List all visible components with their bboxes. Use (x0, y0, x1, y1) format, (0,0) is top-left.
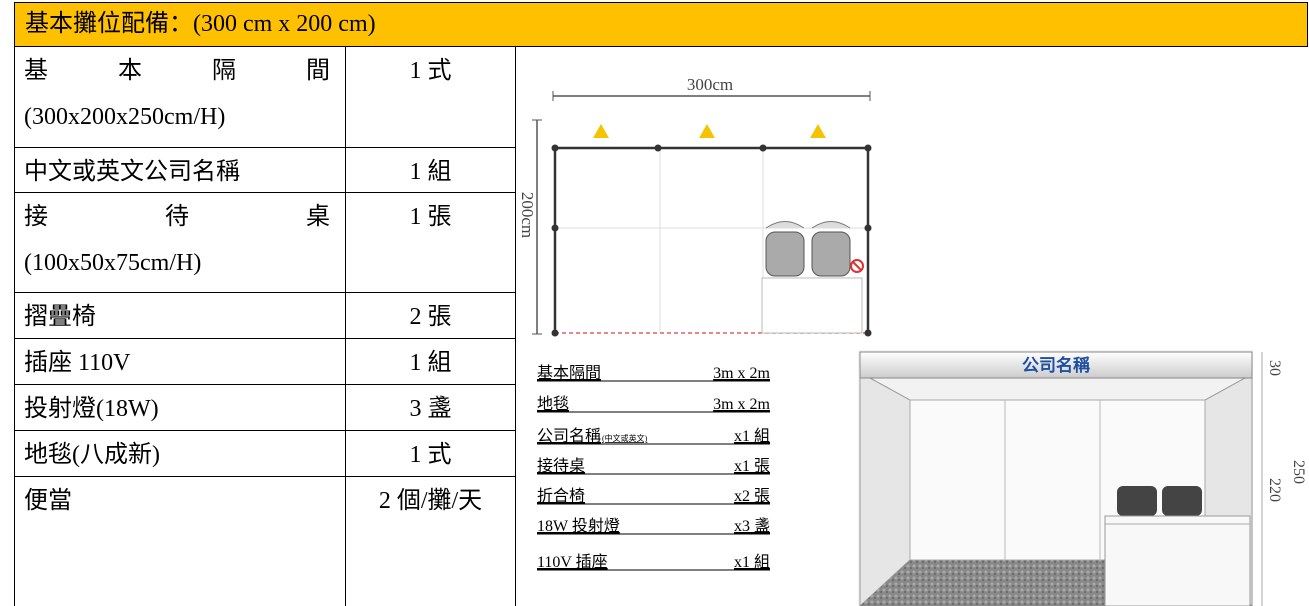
row-border (14, 430, 516, 431)
item-qty: 1 組 (409, 159, 452, 185)
item-qty: 1 組 (409, 350, 452, 376)
summary-qty: x3 盞 (734, 517, 770, 535)
summary-item: 地毯 (537, 395, 569, 413)
header-title: 基本攤位配備：(300 cm x 200 cm) (14, 2, 1308, 47)
row-border (14, 338, 516, 339)
item-qty: 1 張 (409, 204, 452, 230)
item-name: 中文或英文公司名稱 (24, 159, 240, 185)
row-border (14, 147, 516, 148)
summary-note: (中文或英文) (602, 433, 648, 443)
item-qty: 1 式 (409, 58, 452, 84)
summary-item: 110V 插座 (537, 553, 608, 571)
column-border (515, 46, 516, 606)
summary-qty: 3m x 2m (713, 396, 770, 413)
depth-label: 200cm (518, 192, 537, 238)
item-spec: (100x50x75cm/H) (24, 250, 202, 276)
item-name: 摺疊椅 (24, 304, 96, 330)
summary-qty: 3m x 2m (713, 365, 770, 382)
item-name: 地毯(八成新) (24, 442, 160, 468)
summary-qty: x1 組 (734, 553, 770, 571)
item-spec: (300x200x250cm/H) (24, 104, 226, 130)
sign-text: 公司名稱 (1022, 355, 1090, 375)
dim-label: 220 (1266, 478, 1283, 502)
row-border (14, 192, 516, 193)
row-border (14, 46, 516, 47)
width-label: 300cm (687, 75, 733, 94)
column-border (14, 46, 15, 606)
summary-item: 公司名稱 (537, 427, 601, 445)
summary-item: 基本隔間 (537, 364, 601, 382)
booth-render: 公司名稱 30 220 250 (858, 350, 1307, 606)
summary-item: 折合椅 (537, 487, 585, 505)
item-qty: 3 盞 (409, 396, 452, 422)
item-qty: 1 式 (409, 442, 452, 468)
floor-plan: 300cm 200cm (518, 75, 872, 337)
column-border (345, 46, 346, 606)
row-border (14, 476, 516, 477)
item-name: 便當 (24, 488, 72, 514)
summary-qty: x2 張 (734, 488, 770, 505)
summary-qty: x1 組 (734, 427, 770, 445)
summary-qty: x1 張 (734, 458, 770, 475)
item-qty: 2 張 (409, 304, 452, 330)
item-name: 基本隔間 (24, 58, 330, 84)
summary-item: 18W 投射燈 (537, 517, 620, 535)
row-border (14, 292, 516, 293)
item-name: 插座 110V (24, 350, 131, 376)
item-qty: 2 個/攤/天 (378, 488, 483, 514)
item-name: 投射燈(18W) (24, 396, 159, 422)
item-name: 接待桌 (24, 204, 330, 230)
dim-label: 30 (1266, 360, 1283, 376)
summary-item: 接待桌 (537, 457, 585, 475)
dim-label: 250 (1290, 460, 1307, 484)
row-border (14, 384, 516, 385)
